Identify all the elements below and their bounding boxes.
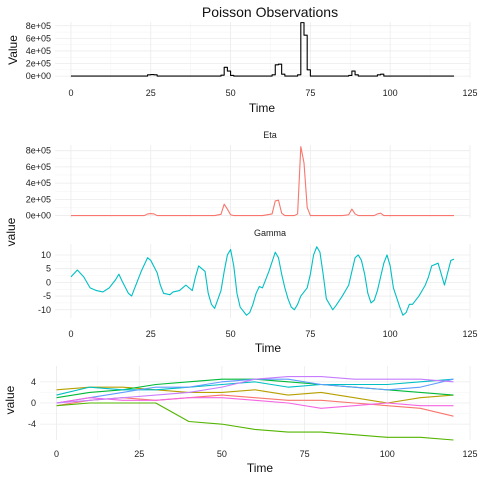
x-tick-label: 0 (68, 88, 73, 98)
x-tick-label: 100 (383, 329, 398, 339)
x-tick-label: 125 (462, 88, 477, 98)
y-axis-label: value (3, 385, 17, 414)
x-tick-label: 0 (54, 449, 59, 459)
panel-multi: -4 0 4 0 25 50 75 100 125 (28, 366, 478, 459)
y-tick-label: 4e+05 (26, 46, 51, 56)
series-line-6 (56, 376, 454, 404)
y-tick-label: -4 (28, 419, 36, 429)
y-tick-label: 4e+05 (26, 178, 51, 188)
y-tick-label: -5 (43, 291, 51, 301)
y-tick-label: 0e+00 (26, 211, 51, 221)
chart-title: Poisson Observations (202, 4, 338, 20)
series-line-3 (56, 378, 454, 396)
x-tick-label: 25 (134, 449, 144, 459)
y-tick-label: 6e+05 (26, 33, 51, 43)
y-axis-label: Value (6, 35, 20, 65)
x-axis-label: Time (255, 341, 282, 355)
y-tick-label: -10 (38, 305, 51, 315)
x-axis-label: Time (249, 101, 276, 115)
y-tick-label: 8e+05 (26, 146, 51, 156)
panel-facet-eta: 0e+00 2e+05 4e+05 6e+05 8e+05 (26, 145, 471, 221)
series-line-5 (56, 397, 454, 409)
x-tick-label: 50 (226, 88, 236, 98)
facet-strip-label: Gamma (254, 228, 286, 238)
y-tick-label: 8e+05 (26, 21, 51, 31)
x-tick-label: 75 (305, 329, 315, 339)
x-tick-label: 125 (462, 449, 477, 459)
series-line-7 (56, 402, 454, 441)
y-tick-label: 4 (31, 377, 36, 387)
facet-strip-label: Eta (263, 130, 277, 140)
y-tick-label: 2e+05 (26, 194, 51, 204)
x-tick-label: 50 (217, 449, 227, 459)
x-tick-label: 50 (226, 329, 236, 339)
y-tick-label: 0 (46, 277, 51, 287)
x-tick-label: 0 (68, 329, 73, 339)
panel-poisson: 0e+00 2e+05 4e+05 6e+05 8e+05 0 25 50 75 100 125 (26, 21, 478, 98)
x-axis-label: Time (247, 461, 274, 475)
y-tick-label: 0 (31, 398, 36, 408)
x-tick-label: 100 (383, 88, 398, 98)
series-line-eta (70, 146, 455, 217)
x-tick-label: 75 (300, 449, 310, 459)
x-tick-label: 100 (380, 449, 395, 459)
series-line-0 (70, 22, 455, 77)
x-tick-label: 25 (146, 88, 156, 98)
x-tick-label: 125 (462, 329, 477, 339)
y-tick-label: 2e+05 (26, 59, 51, 69)
series-line-gamma (70, 246, 455, 316)
y-tick-label: 10 (41, 250, 51, 260)
y-tick-label: 6e+05 (26, 162, 51, 172)
y-axis-label: value (4, 217, 18, 246)
y-tick-label: 0e+00 (26, 71, 51, 81)
x-tick-label: 25 (146, 329, 156, 339)
x-tick-label: 75 (305, 88, 315, 98)
y-tick-label: 5 (46, 264, 51, 274)
